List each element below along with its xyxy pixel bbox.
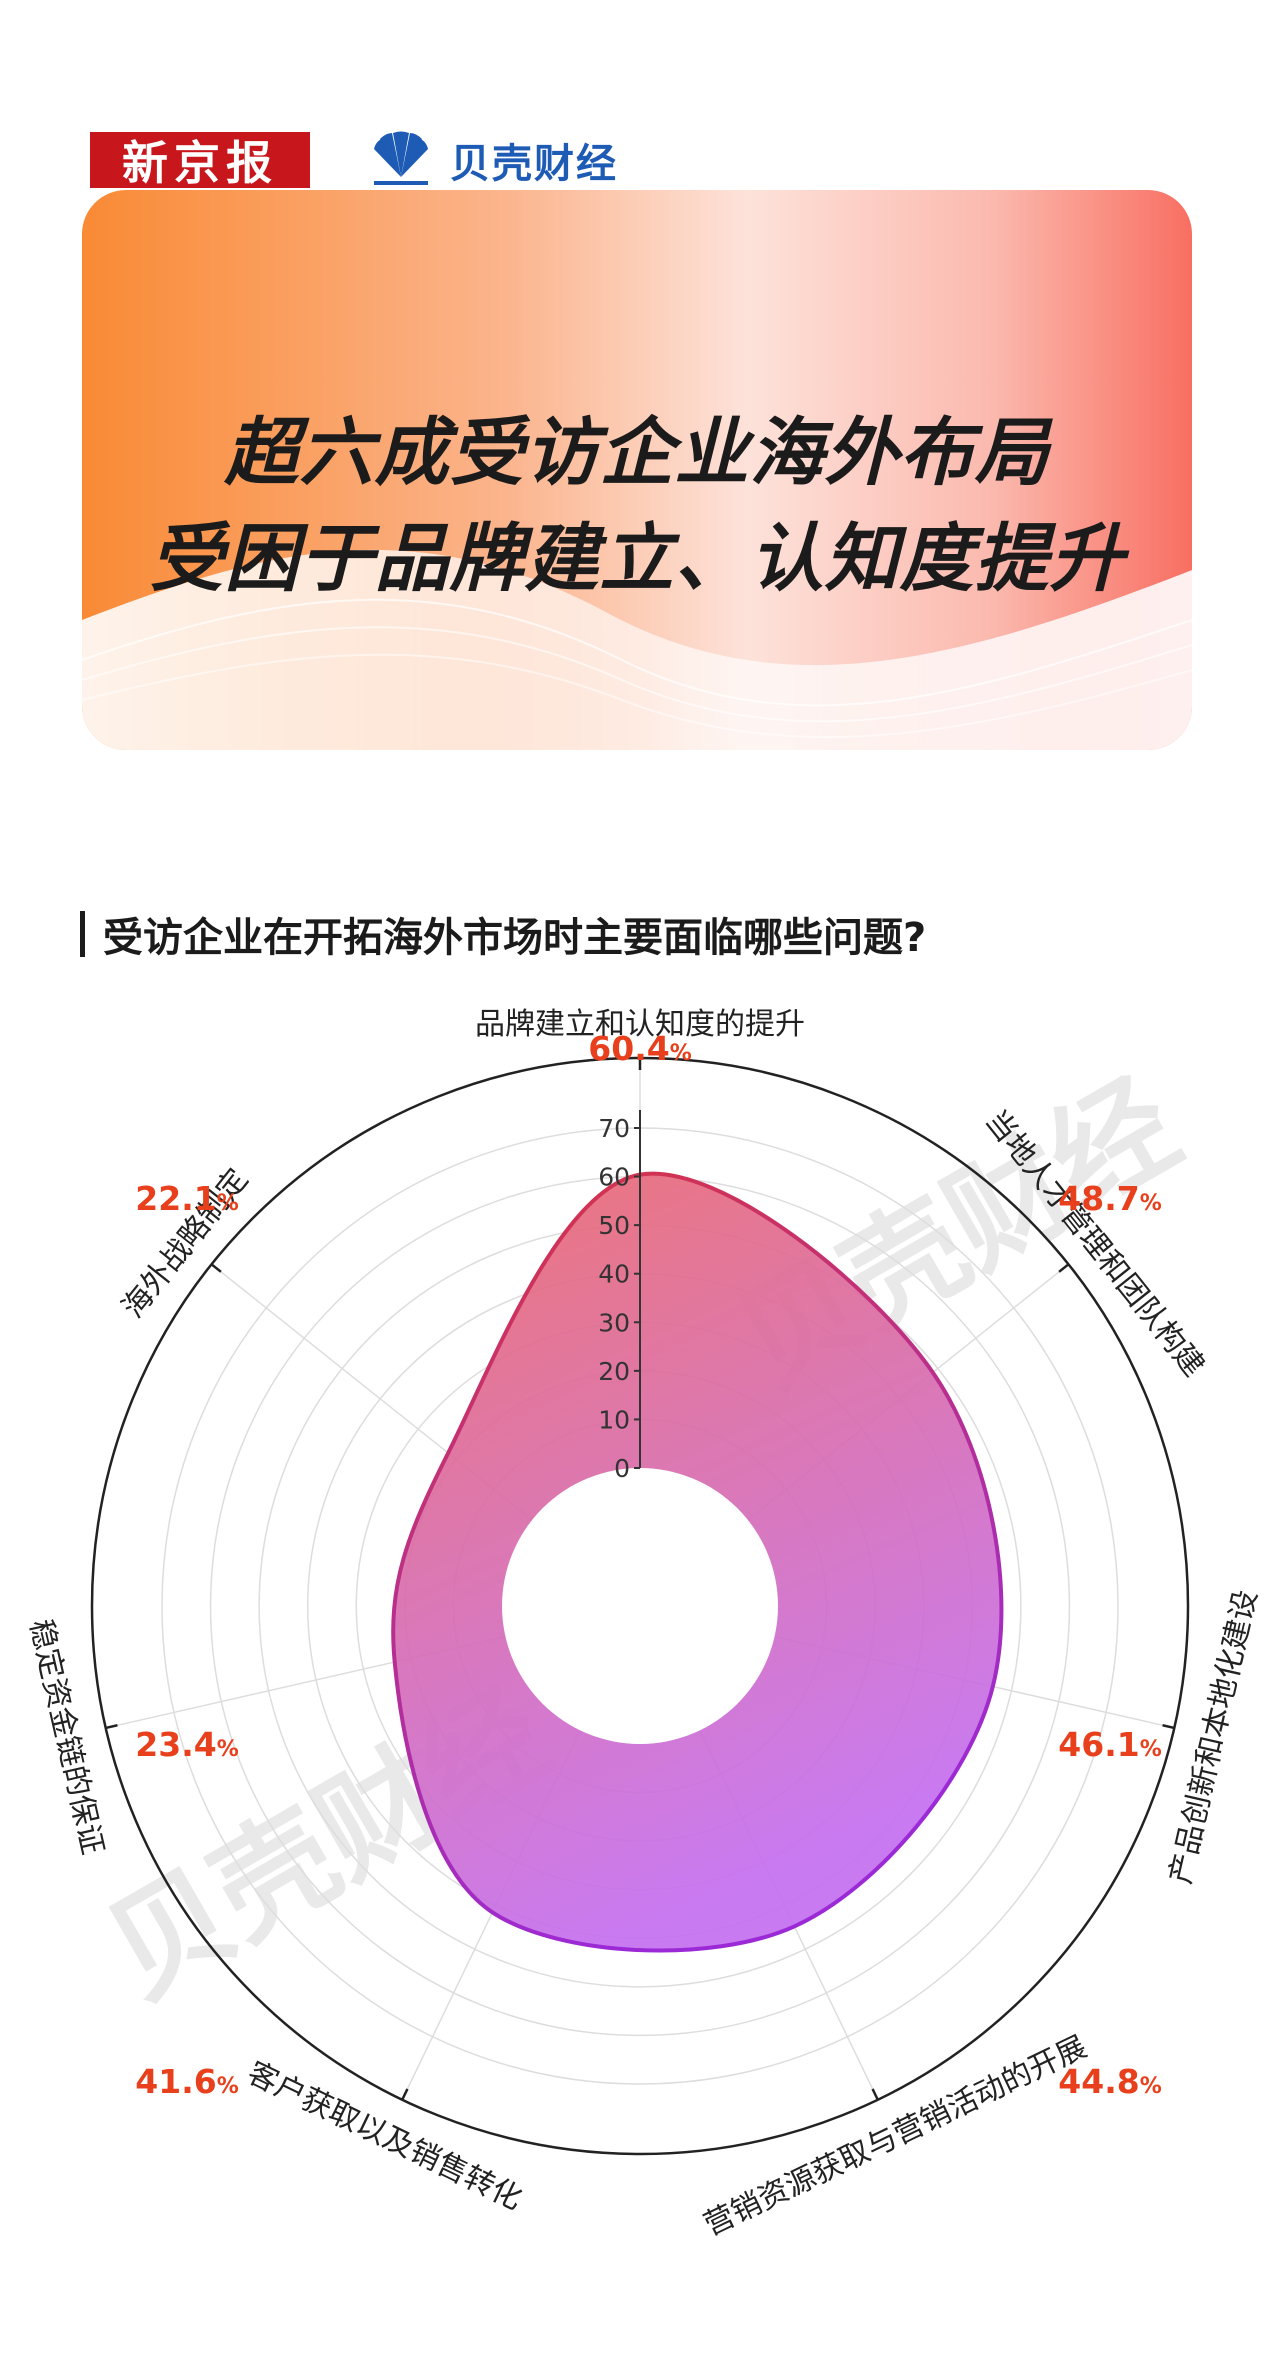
headline: 超六成受访企业海外布局 受困于品牌建立、认知度提升 (82, 400, 1192, 612)
category-label: 品牌建立和认知度的提升 (475, 1007, 805, 1042)
brand-name: 贝壳财经 (450, 141, 618, 187)
radial-tick-label: 70 (598, 1114, 630, 1143)
outer-tick (401, 2088, 409, 2101)
shell-icon (374, 131, 428, 185)
brand-logo: 贝壳财经 (366, 128, 618, 192)
wave-decoration (82, 549, 1192, 750)
value-label: 41.6% (135, 2062, 238, 2101)
value-label: 60.4% (588, 1029, 691, 1068)
radial-tick-label: 40 (598, 1260, 630, 1289)
question-heading: 受访企业在开拓海外市场时主要面临哪些问题? (80, 908, 927, 961)
outer-tick (105, 1724, 118, 1730)
outer-tick (1058, 1263, 1070, 1273)
value-label: 46.1% (1058, 1725, 1161, 1764)
heading-bar (80, 911, 85, 957)
radar-center (502, 1468, 778, 1744)
value-label: 48.7% (1058, 1179, 1161, 1218)
center-hole (502, 1468, 778, 1744)
value-label: 44.8% (1058, 2062, 1161, 2101)
question-text: 受访企业在开拓海外市场时主要面临哪些问题? (103, 915, 927, 961)
value-label: 23.4% (135, 1725, 238, 1764)
category-label: 客户获取以及销售转化 (242, 2055, 528, 2217)
value-label: 22.1% (135, 1179, 238, 1218)
headline-line-1: 超六成受访企业海外布局 (224, 410, 1050, 496)
radial-tick-label: 10 (598, 1405, 630, 1434)
radial-tick-label: 0 (614, 1454, 630, 1483)
masthead-logo: 新京报 (90, 132, 310, 190)
outer-tick (871, 2088, 879, 2101)
category-label: 营销资源获取与营销活动的开展 (699, 2029, 1093, 2243)
outer-tick (210, 1263, 222, 1273)
radial-tick-label: 50 (598, 1211, 630, 1240)
radial-axis: 0 10 20 30 40 50 60 70 (598, 1110, 641, 1483)
outer-tick (1162, 1724, 1175, 1730)
radial-tick-label: 30 (598, 1308, 630, 1337)
category-label: 产品创新和本地化建设 (1163, 1587, 1264, 1887)
radial-tick-label: 60 (598, 1163, 630, 1192)
headline-line-2: 受困于品牌建立、认知度提升 (149, 516, 1125, 602)
category-label: 稳定资金链的保证 (22, 1616, 110, 1858)
headline-banner (82, 190, 1192, 750)
radial-tick-label: 20 (598, 1357, 630, 1386)
